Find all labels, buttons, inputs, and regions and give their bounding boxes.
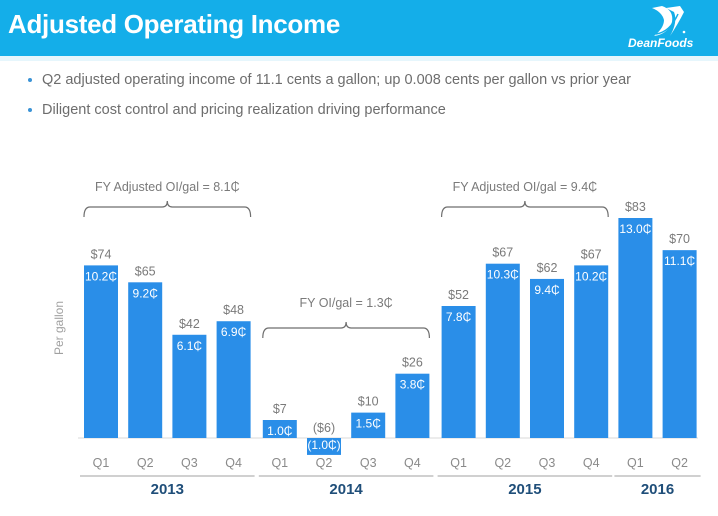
bar <box>128 282 163 438</box>
bar-dollar-label: $10 <box>358 395 379 409</box>
year-label: 2015 <box>508 481 541 498</box>
x-tick-label: Q3 <box>181 456 198 470</box>
deanfoods-logo-icon <box>652 6 686 36</box>
bar-value-label: 13.0₵ <box>619 222 651 236</box>
bar-value-label: 9.4₵ <box>534 283 560 297</box>
bar-value-label: 9.2₵ <box>133 286 159 300</box>
bar <box>172 334 207 438</box>
x-tick-label: Q1 <box>450 456 467 470</box>
bar <box>307 438 341 455</box>
bar-dollar-label: $42 <box>179 317 200 331</box>
bar-value-label: 10.2₵ <box>575 269 607 283</box>
bar <box>216 321 251 438</box>
x-tick-label: Q3 <box>360 456 377 470</box>
x-tick-label: Q1 <box>627 456 644 470</box>
x-tick-label: Q4 <box>583 456 600 470</box>
bar-value-label: 11.1₵ <box>664 254 695 268</box>
x-tick-label: Q2 <box>494 456 511 470</box>
bullet-text: Q2 adjusted operating income of 11.1 cen… <box>42 72 631 88</box>
bar <box>84 265 118 438</box>
bar <box>662 250 697 438</box>
bar-dollar-label: $83 <box>625 200 646 214</box>
annotation-brace <box>262 321 430 339</box>
bar-dollar-label: $70 <box>669 232 690 246</box>
bar-dollar-label: $52 <box>448 288 469 302</box>
bar-value-label: 6.1₵ <box>177 339 203 353</box>
x-tick-label: Q2 <box>316 456 333 470</box>
bar <box>485 263 520 438</box>
bar-value-label: (1.0₵) <box>307 438 340 452</box>
bar-dollar-label: $74 <box>91 247 112 261</box>
bar-dollar-label: $7 <box>273 402 287 416</box>
bar-value-label: 1.5₵ <box>356 417 382 431</box>
bar <box>262 420 297 438</box>
year-label: 2014 <box>329 481 363 498</box>
year-label: 2013 <box>151 481 184 498</box>
annotation-label: FY OI/gal = 1.3₵ <box>299 296 392 310</box>
x-tick-label: Q4 <box>225 456 242 470</box>
bar-value-label: 7.8₵ <box>446 310 472 324</box>
x-tick-label: Q3 <box>539 456 556 470</box>
y-axis-label: Per gallon <box>52 301 66 355</box>
bar-value-label: 1.0₵ <box>267 424 293 438</box>
x-tick-label: Q4 <box>404 456 421 470</box>
x-tick-label: Q1 <box>271 456 288 470</box>
logo-text: DeanFoods <box>628 36 694 50</box>
bar-dollar-label: ($6) <box>313 421 335 435</box>
title-bar: Adjusted Operating Income DeanFoods <box>0 0 718 56</box>
bar-dollar-label: $65 <box>135 264 156 278</box>
bar <box>618 218 653 438</box>
bar <box>395 373 430 438</box>
bullet-text: Diligent cost control and pricing realiz… <box>42 102 446 118</box>
header-divider <box>0 56 718 61</box>
bar-dollar-label: $26 <box>402 356 423 370</box>
year-label: 2016 <box>641 481 674 498</box>
bar <box>530 278 564 438</box>
bar <box>574 265 609 438</box>
x-tick-label: Q2 <box>137 456 154 470</box>
bar <box>441 306 476 438</box>
bar-value-label: 6.9₵ <box>221 325 247 339</box>
page-title: Adjusted Operating Income <box>8 9 340 39</box>
bar-value-label: 3.8₵ <box>400 378 426 392</box>
annotation-label: FY Adjusted OI/gal = 9.4₵ <box>453 180 598 194</box>
bar-dollar-label: $62 <box>537 261 558 275</box>
annotation-brace <box>441 200 609 218</box>
annotation-brace <box>83 200 252 218</box>
bar <box>351 412 386 438</box>
bar-value-label: 10.3₵ <box>487 268 519 282</box>
bar-value-label: 10.2₵ <box>85 269 117 283</box>
bar-dollar-label: $48 <box>223 303 244 317</box>
annotation-label: FY Adjusted OI/gal = 8.1₵ <box>95 180 240 194</box>
bar-dollar-label: $67 <box>492 246 513 260</box>
bar-dollar-label: $67 <box>581 247 602 261</box>
bullet-icon <box>28 108 32 112</box>
x-tick-label: Q1 <box>93 456 110 470</box>
x-tick-label: Q2 <box>671 456 688 470</box>
bullet-icon <box>28 78 32 82</box>
